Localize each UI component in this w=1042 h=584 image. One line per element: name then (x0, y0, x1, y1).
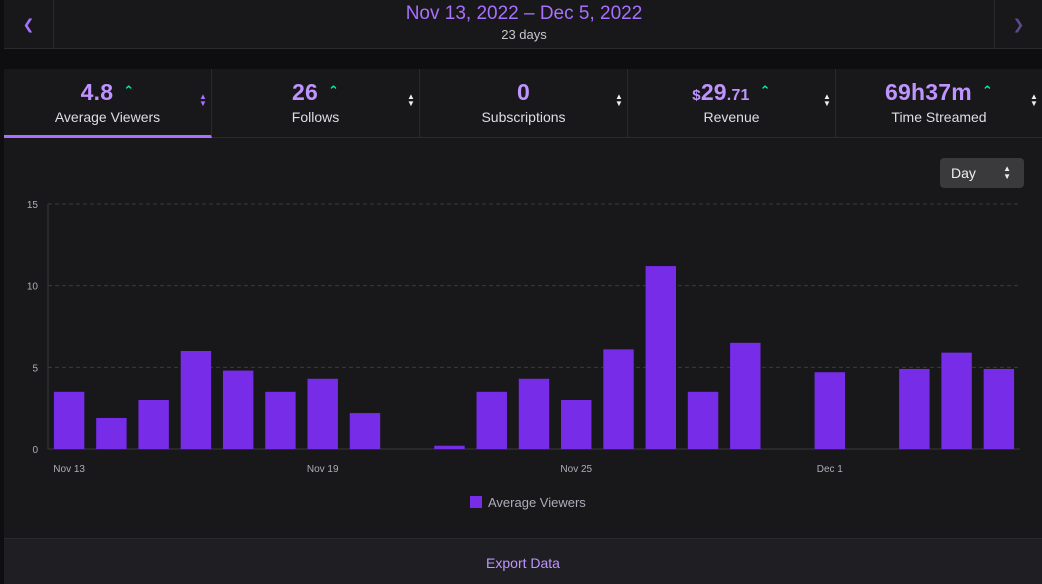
metric-label: Average Viewers (54, 109, 161, 125)
bar (983, 368, 1015, 449)
bar (941, 352, 972, 449)
bar (307, 378, 338, 449)
bar (687, 391, 719, 449)
metric-tab-time-streamed[interactable]: 69h37m ⌃ Time Streamed ▲ ▼ (836, 69, 1042, 137)
metric-tab-revenue[interactable]: $29.71 ⌃ Revenue ▲ ▼ (628, 69, 836, 137)
previous-period-button[interactable]: ❮ (4, 0, 54, 49)
granularity-value: Day (951, 165, 976, 181)
trend-up-icon: ⌃ (123, 83, 135, 98)
x-tick-label: Dec 1 (817, 464, 844, 475)
sort-icon[interactable]: ▲ ▼ (407, 92, 415, 108)
granularity-select[interactable]: Day ▲ ▼ (940, 158, 1024, 188)
bar (349, 413, 381, 449)
metric-value: 26 ⌃ (291, 79, 340, 105)
bar (96, 417, 127, 449)
bar (53, 391, 85, 449)
chevron-right-icon: ❯ (1012, 16, 1025, 32)
metric-tab-follows[interactable]: 26 ⌃ Follows ▲ ▼ (212, 69, 420, 137)
sort-icon[interactable]: ▲ ▼ (1030, 92, 1038, 108)
metric-label: Subscriptions (481, 109, 566, 125)
chart-legend[interactable]: Average Viewers (470, 494, 586, 510)
bar (561, 400, 592, 449)
export-data-button[interactable]: Export Data (486, 555, 560, 571)
bar (899, 368, 930, 449)
x-tick-label: Nov 13 (53, 464, 85, 475)
chevron-left-icon: ❮ (22, 16, 35, 32)
bar (814, 372, 846, 449)
metric-value: 4.8 ⌃ (80, 79, 135, 105)
y-tick-label: 0 (32, 445, 38, 456)
bar (138, 400, 169, 449)
metric-value: 0 (517, 79, 530, 105)
y-tick-label: 15 (27, 200, 39, 211)
select-arrows-icon: ▲ ▼ (1003, 164, 1011, 181)
bar (518, 378, 550, 449)
analytics-panel: 4.8 ⌃ Average Viewers ▲ ▼ 26 ⌃ Follows ▲ ▼ 0… (4, 69, 1042, 584)
date-range-days: 23 days (501, 27, 547, 42)
average-viewers-chart: 0 5 10 15 Nov 13 Nov 19 Nov 25 Dec 1 (27, 200, 1020, 475)
metric-label: Revenue (703, 109, 760, 125)
bar (645, 266, 676, 449)
sort-icon[interactable]: ▲ ▼ (615, 92, 623, 108)
trend-up-icon: ⌃ (327, 83, 340, 98)
x-tick-label: Nov 25 (560, 464, 592, 475)
legend-label: Average Viewers (488, 494, 586, 510)
metric-value: $29.71 ⌃ (692, 79, 771, 105)
y-tick-label: 5 (32, 363, 38, 374)
bar (730, 342, 761, 449)
bar (603, 349, 634, 449)
metric-value: 69h37m ⌃ (885, 79, 993, 105)
bar (265, 391, 296, 449)
metric-tab-average-viewers[interactable]: 4.8 ⌃ Average Viewers ▲ ▼ (4, 69, 212, 138)
metric-tab-subscriptions[interactable]: 0 Subscriptions ▲ ▼ (420, 69, 628, 137)
bar (180, 351, 212, 449)
metric-tabs: 4.8 ⌃ Average Viewers ▲ ▼ 26 ⌃ Follows ▲ ▼ 0… (4, 69, 1042, 138)
next-period-button[interactable]: ❯ (994, 0, 1042, 49)
bar (476, 391, 507, 449)
date-range-bar: ❮ Nov 13, 2022 – Dec 5, 2022 23 days ❯ (4, 0, 1042, 49)
legend-swatch (470, 496, 482, 508)
metric-label: Time Streamed (891, 109, 987, 125)
trend-up-icon: ⌃ (981, 83, 993, 98)
bar (434, 445, 465, 449)
export-bar: Export Data (4, 538, 1042, 584)
trend-up-icon: ⌃ (759, 83, 771, 98)
metric-label: Follows (291, 109, 340, 125)
bar (222, 370, 254, 449)
sort-icon[interactable]: ▲ ▼ (823, 92, 831, 108)
y-tick-label: 10 (27, 282, 39, 293)
x-tick-label: Nov 19 (307, 464, 339, 475)
date-range-title: Nov 13, 2022 – Dec 5, 2022 (405, 3, 643, 24)
sort-icon[interactable]: ▲ ▼ (199, 92, 207, 108)
